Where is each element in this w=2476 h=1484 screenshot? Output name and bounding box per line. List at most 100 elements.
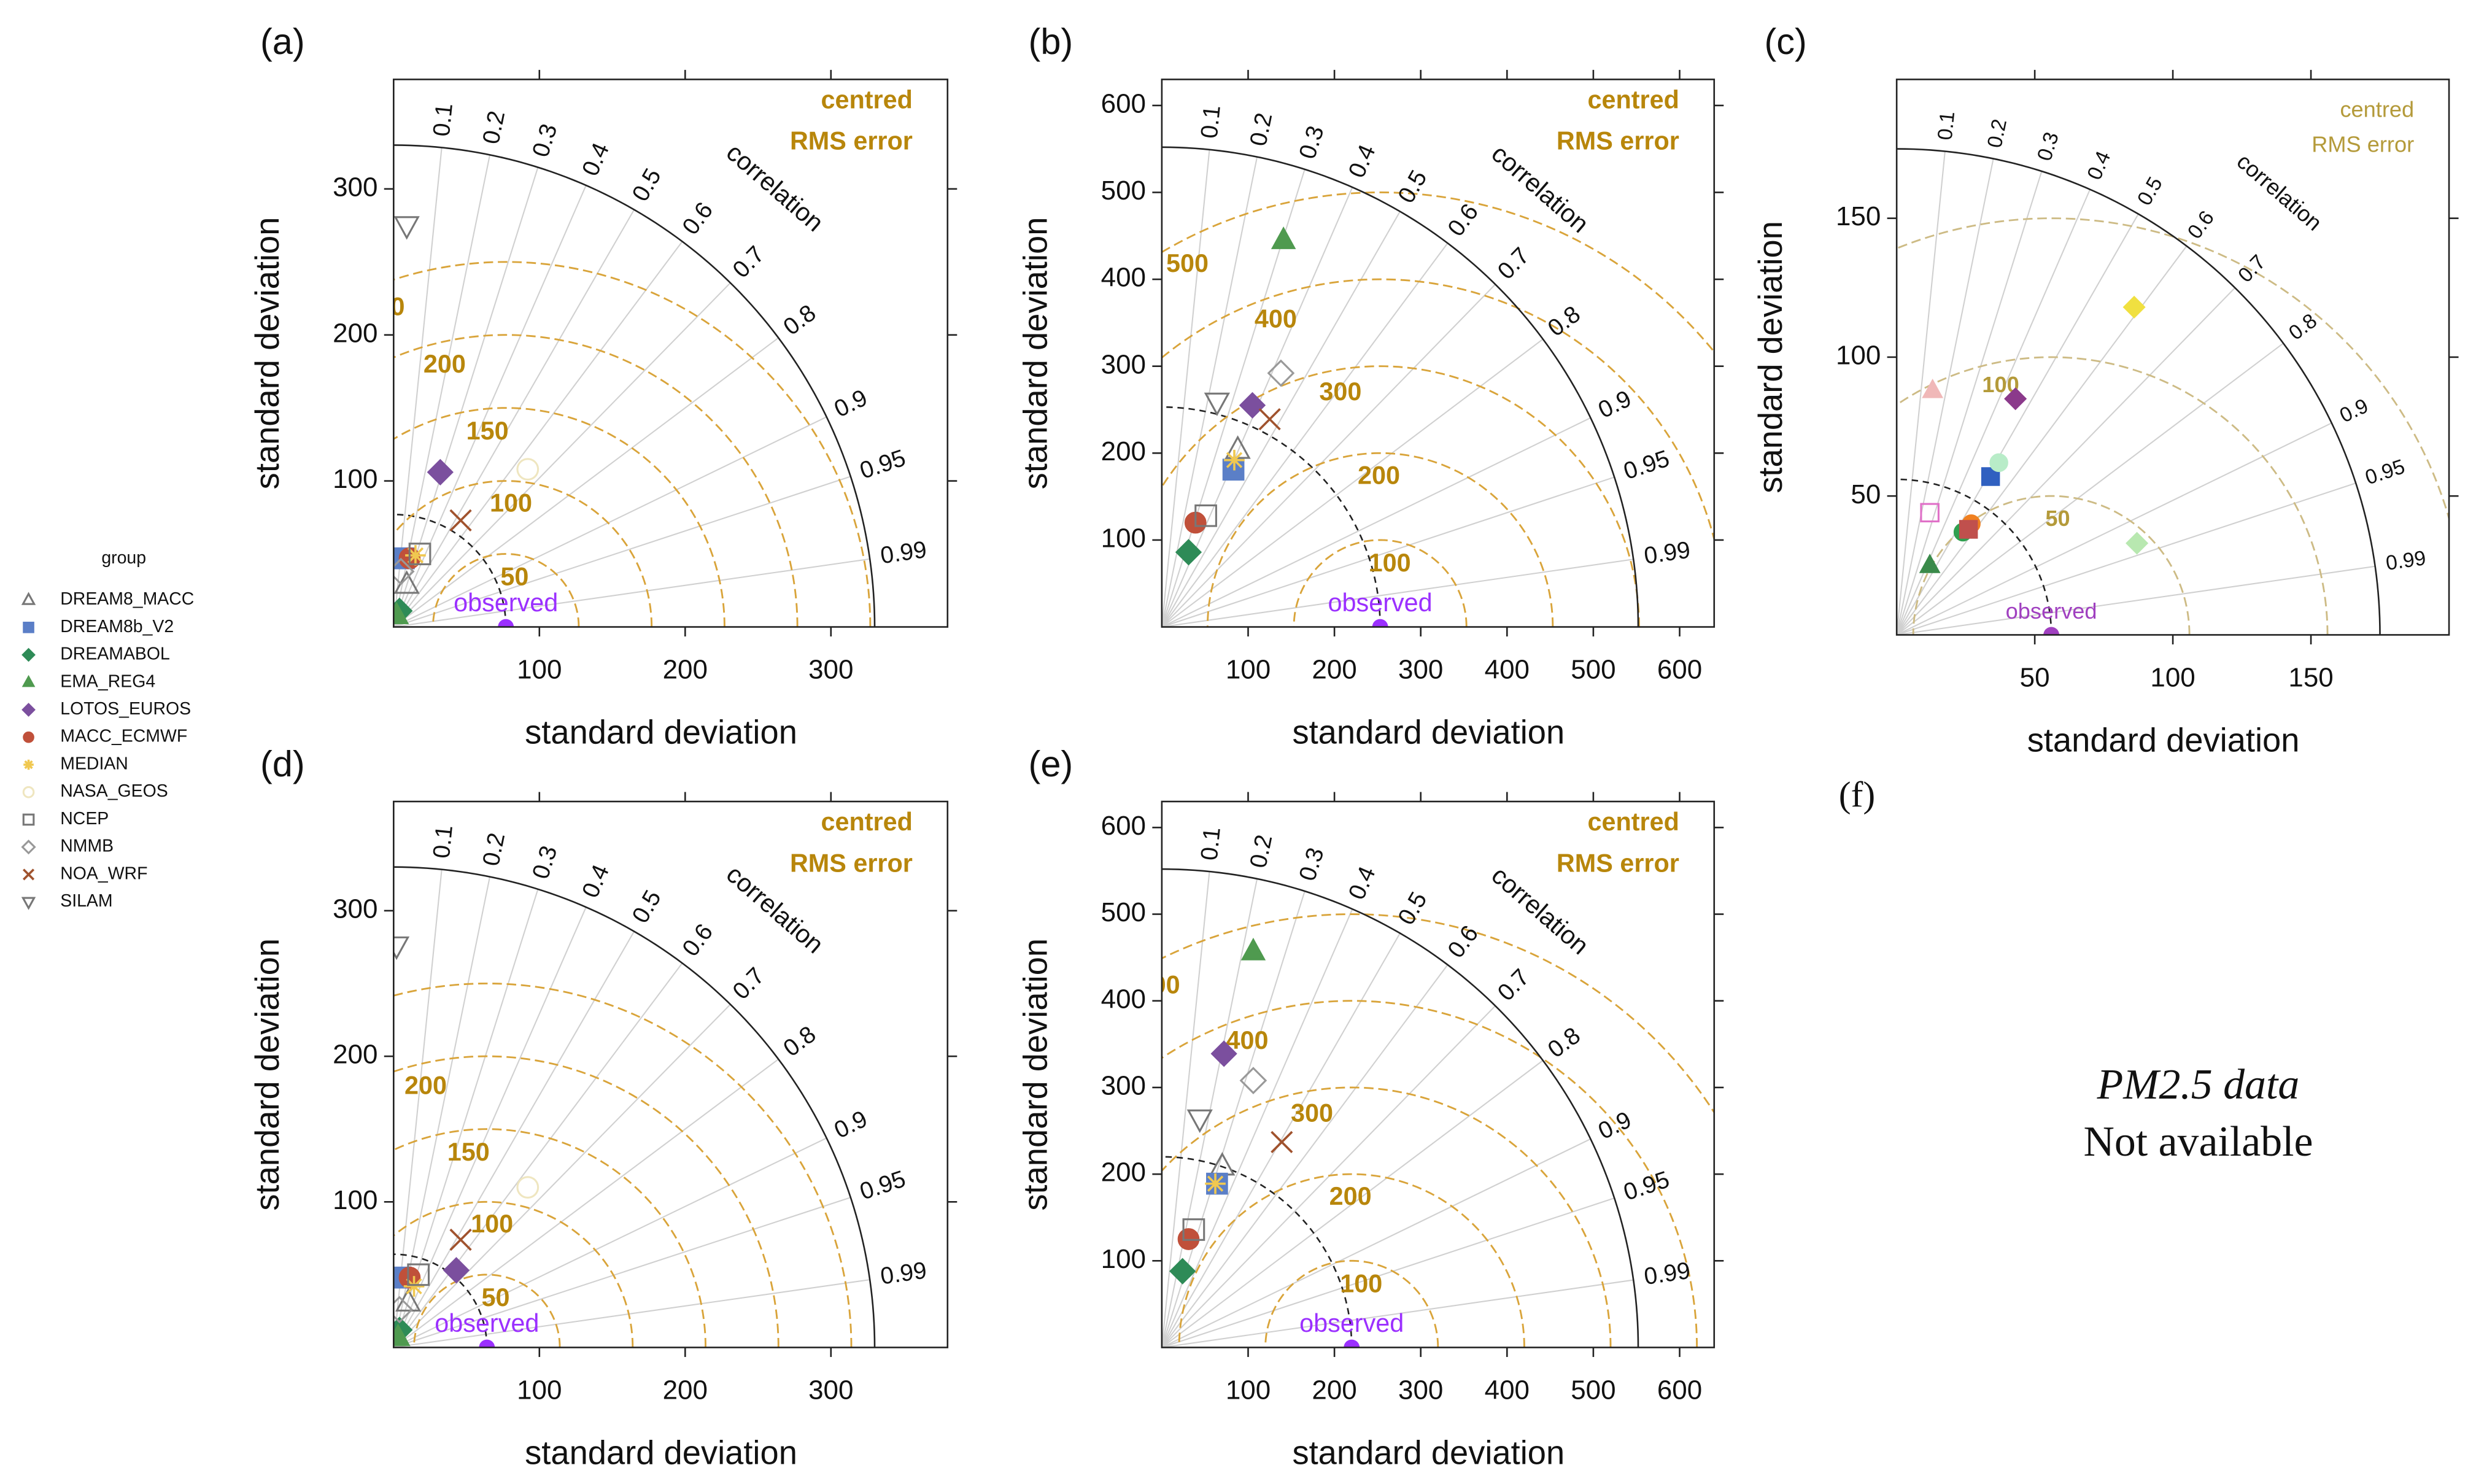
- correlation-line: [393, 147, 443, 627]
- correlation-line: [1897, 565, 2375, 635]
- correlation-line: [1161, 1060, 1544, 1348]
- y-axis-title: standard deviation: [1017, 938, 1054, 1211]
- rms-annotation: RMS error: [2312, 132, 2414, 157]
- observed-arc: [1897, 478, 2052, 635]
- rms-contour: [393, 983, 853, 1348]
- rms-contour: [393, 480, 653, 627]
- correlation-label: 0.6: [1442, 199, 1484, 241]
- correlation-label: 0.9: [1594, 385, 1635, 423]
- correlation-line: [393, 241, 683, 627]
- legend-label: EMA_REG4: [60, 671, 155, 691]
- correlation-line: [1161, 1197, 1615, 1348]
- rms-annotation: RMS error: [790, 849, 913, 877]
- correlation-label: 0.4: [2083, 148, 2116, 184]
- rms-label: 300: [1291, 1099, 1333, 1127]
- rms-label: 50: [500, 563, 528, 591]
- rms-contour: [413, 1273, 561, 1348]
- x-axis-title: standard deviation: [2027, 722, 2300, 759]
- legend-label: DREAM8b_V2: [60, 617, 174, 636]
- y-axis-title: standard deviation: [1752, 221, 1789, 493]
- correlation-label: 0.3: [1294, 844, 1329, 884]
- correlation-line: [393, 931, 635, 1348]
- point-marker: [393, 1296, 414, 1324]
- point-marker: [449, 1228, 472, 1251]
- x-axis-title: standard deviation: [1292, 714, 1565, 751]
- correlation-label: 0.2: [1245, 110, 1277, 148]
- correlation-line: [1897, 158, 1994, 635]
- correlation-label: 0.9: [830, 385, 872, 423]
- correlation-label: 0.1: [1196, 104, 1226, 140]
- rms-label: 100: [1340, 1269, 1382, 1297]
- x-tick-label: 100: [2150, 662, 2195, 692]
- plot-frame: [393, 800, 949, 1348]
- correlation-line: [1897, 171, 2043, 635]
- correlation-label: 0.5: [1393, 166, 1432, 207]
- correlation-line: [1897, 245, 2188, 635]
- rms-contour: [1897, 356, 2329, 635]
- rms-label: 50: [2045, 506, 2070, 531]
- correlation-label: 0.9: [2336, 395, 2372, 428]
- y-tick-label: 200: [333, 1040, 377, 1070]
- correlation-line: [393, 337, 779, 627]
- point-marker: [1194, 504, 1217, 527]
- panel-label: (a): [260, 21, 305, 62]
- point-marker: [1205, 1173, 1226, 1194]
- rms-label: 250: [362, 293, 404, 321]
- legend-label: NOA_WRF: [60, 864, 147, 883]
- correlation-label: 0.99: [1642, 1258, 1692, 1290]
- panel-label: (f): [1839, 774, 1875, 814]
- correlation-line: [1161, 558, 1634, 627]
- point-marker: [1920, 503, 1940, 523]
- point-marker: [407, 1263, 430, 1286]
- observed-label: observed: [435, 1309, 539, 1337]
- rms-label: 200: [424, 350, 466, 378]
- correlation-line: [393, 1197, 851, 1348]
- correlation-line: [393, 476, 851, 627]
- correlation-line: [393, 416, 827, 627]
- correlation-label: 0.7: [1493, 964, 1534, 1007]
- y-tick-label: 400: [1101, 984, 1146, 1014]
- point-marker: [516, 458, 540, 481]
- correlation-line: [1161, 908, 1353, 1348]
- y-tick-label: 600: [1101, 811, 1146, 841]
- correlation-label: 0.99: [879, 1257, 929, 1289]
- correlation-label: 0.6: [677, 919, 718, 961]
- rms-contour: [393, 1200, 634, 1348]
- point-marker: [393, 601, 409, 624]
- point-marker: [393, 936, 410, 960]
- legend-title: group: [101, 548, 146, 568]
- correlation-line: [1897, 214, 2139, 635]
- rms-label: 200: [1329, 1182, 1372, 1210]
- observed-point: [479, 1339, 495, 1348]
- x-tick-label: 400: [1485, 655, 1530, 685]
- y-tick-label: 100: [333, 1185, 377, 1215]
- correlation-line: [1161, 157, 1258, 627]
- rms-annotation: RMS error: [1557, 849, 1679, 877]
- rms-annotation: RMS error: [1557, 127, 1679, 155]
- correlation-label: 0.95: [1620, 446, 1673, 485]
- rms-annotation: RMS error: [790, 127, 913, 155]
- x-tick-label: 500: [1571, 655, 1615, 685]
- legend-label: NMMB: [60, 837, 114, 856]
- correlation-label: 0.5: [627, 886, 667, 927]
- legend-label: NCEP: [60, 809, 109, 829]
- correlation-line: [1897, 342, 2284, 635]
- y-tick-label: 200: [333, 318, 377, 348]
- y-tick-label: 50: [1851, 479, 1881, 509]
- correlation-label: 0.4: [577, 861, 614, 902]
- legend-marker: [21, 592, 36, 605]
- rms-annotation: centred: [1587, 86, 1679, 114]
- rms-label: 500: [1138, 971, 1180, 999]
- correlation-label: 0.95: [857, 1165, 909, 1205]
- x-tick-label: 100: [1226, 655, 1271, 685]
- unavailable-text: PM2.5 data: [2097, 1061, 2300, 1108]
- y-tick-label: 100: [333, 464, 377, 494]
- x-tick-label: 400: [1485, 1375, 1530, 1405]
- correlation-line: [1161, 417, 1591, 627]
- correlation-label: 0.7: [1493, 242, 1534, 285]
- outer-arc: [393, 144, 876, 627]
- correlation-line: [1161, 871, 1210, 1348]
- rms-label: 400: [1255, 305, 1297, 333]
